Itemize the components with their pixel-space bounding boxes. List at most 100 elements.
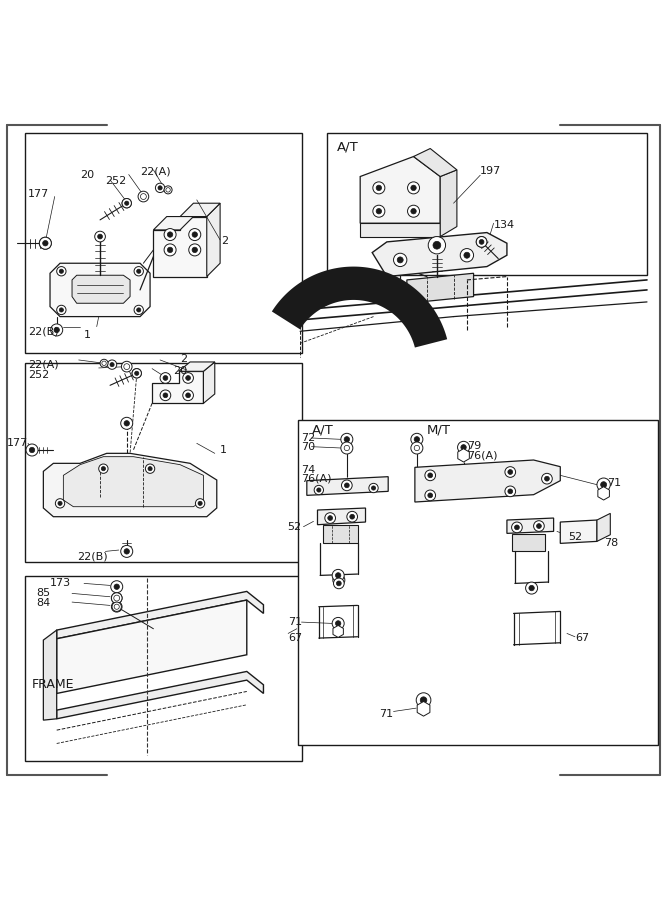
Circle shape (155, 184, 165, 193)
Polygon shape (360, 223, 440, 237)
Polygon shape (72, 275, 130, 303)
Circle shape (325, 513, 336, 524)
Circle shape (189, 244, 201, 256)
Bar (25, 576, 302, 761)
Circle shape (183, 390, 193, 400)
Circle shape (102, 361, 106, 365)
Circle shape (54, 328, 59, 333)
Circle shape (333, 574, 345, 586)
Circle shape (114, 604, 119, 609)
Circle shape (373, 182, 385, 194)
Circle shape (195, 499, 205, 508)
Circle shape (124, 364, 129, 370)
Circle shape (192, 232, 197, 238)
Text: 52: 52 (287, 522, 301, 532)
Text: 1: 1 (84, 330, 91, 340)
Text: 74: 74 (301, 465, 315, 475)
Circle shape (111, 593, 122, 603)
Text: A/T: A/T (312, 424, 334, 436)
Circle shape (508, 489, 513, 494)
Circle shape (163, 375, 168, 381)
Circle shape (411, 185, 416, 191)
Circle shape (112, 602, 121, 611)
Circle shape (542, 473, 552, 484)
Circle shape (111, 593, 122, 603)
Circle shape (373, 205, 385, 217)
Circle shape (334, 578, 344, 589)
Circle shape (416, 693, 431, 707)
Text: 197: 197 (480, 166, 502, 176)
Text: 22(B): 22(B) (77, 552, 107, 562)
Circle shape (135, 371, 139, 375)
Polygon shape (152, 372, 203, 403)
Circle shape (336, 581, 342, 586)
Circle shape (534, 521, 544, 531)
Polygon shape (307, 477, 388, 495)
Circle shape (336, 621, 341, 626)
Circle shape (420, 697, 427, 704)
Polygon shape (440, 170, 457, 237)
Circle shape (344, 483, 350, 488)
Circle shape (597, 478, 610, 491)
Circle shape (166, 188, 170, 192)
Circle shape (461, 445, 466, 450)
Circle shape (121, 545, 133, 557)
Circle shape (425, 470, 436, 481)
Circle shape (124, 549, 129, 554)
Polygon shape (57, 600, 247, 694)
Circle shape (183, 373, 193, 383)
Text: 71: 71 (379, 709, 393, 719)
Polygon shape (203, 362, 215, 403)
Circle shape (411, 433, 423, 446)
Circle shape (95, 231, 105, 242)
Text: 20: 20 (80, 170, 94, 180)
Circle shape (428, 237, 446, 254)
Circle shape (111, 580, 123, 593)
Circle shape (505, 486, 516, 497)
Text: 22(B): 22(B) (28, 327, 59, 337)
Polygon shape (597, 513, 610, 542)
Circle shape (59, 269, 63, 274)
Circle shape (514, 525, 520, 530)
Circle shape (476, 237, 487, 248)
Text: 252: 252 (28, 370, 49, 380)
Circle shape (124, 420, 129, 426)
Circle shape (145, 464, 155, 473)
Polygon shape (43, 454, 217, 517)
Circle shape (512, 522, 522, 533)
Text: 76(A): 76(A) (467, 450, 498, 460)
Circle shape (122, 199, 131, 208)
Text: 2: 2 (221, 236, 229, 247)
Circle shape (185, 375, 191, 381)
Text: 22(A): 22(A) (28, 360, 59, 370)
Text: FRAME: FRAME (32, 679, 75, 691)
Circle shape (111, 601, 122, 612)
Circle shape (122, 199, 131, 208)
Circle shape (529, 585, 534, 590)
Circle shape (464, 252, 470, 258)
Circle shape (414, 436, 420, 442)
Bar (512, 534, 545, 552)
Circle shape (505, 467, 516, 477)
Polygon shape (598, 487, 610, 500)
Circle shape (39, 238, 51, 249)
Polygon shape (333, 626, 344, 637)
Text: 79: 79 (467, 441, 481, 451)
Circle shape (26, 444, 38, 456)
Circle shape (526, 582, 538, 594)
Circle shape (408, 182, 420, 194)
Circle shape (125, 201, 129, 205)
Circle shape (544, 476, 550, 482)
Circle shape (332, 617, 344, 629)
Polygon shape (360, 157, 440, 223)
Text: 71: 71 (607, 479, 621, 489)
Circle shape (114, 584, 119, 590)
Circle shape (55, 499, 65, 508)
Circle shape (341, 442, 353, 454)
Circle shape (376, 209, 382, 214)
Circle shape (344, 446, 350, 451)
Circle shape (121, 418, 133, 429)
Circle shape (164, 244, 176, 256)
Circle shape (460, 248, 474, 262)
Circle shape (344, 436, 350, 442)
